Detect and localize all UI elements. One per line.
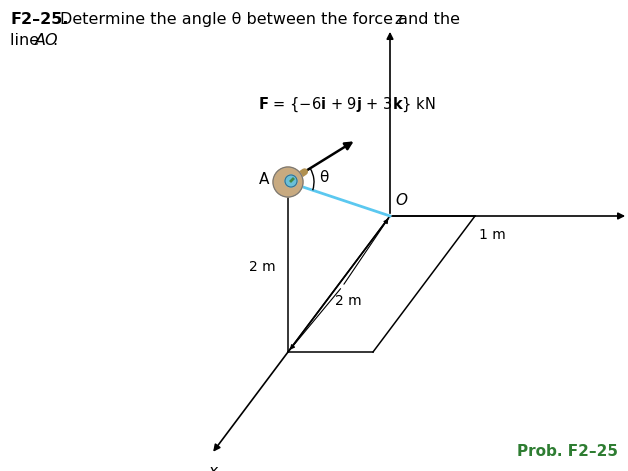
Text: 1 m: 1 m [479,228,506,242]
Circle shape [285,175,297,187]
Text: .: . [52,33,57,48]
Text: θ: θ [319,171,328,185]
Text: F2–25.: F2–25. [10,12,68,27]
Text: 2 m: 2 m [249,260,276,274]
Text: x: x [208,464,217,471]
Circle shape [273,167,303,197]
Text: 2 m: 2 m [335,294,362,309]
Text: z: z [394,12,402,27]
Text: Determine the angle θ between the force and the: Determine the angle θ between the force … [60,12,460,27]
Text: Prob. F2–25: Prob. F2–25 [517,444,618,459]
Text: AO: AO [35,33,58,48]
Text: A: A [259,172,269,187]
Text: $\mathbf{F}$ = {$-$6$\mathbf{i}$ + 9$\mathbf{j}$ + 3$\mathbf{k}$} kN: $\mathbf{F}$ = {$-$6$\mathbf{i}$ + 9$\ma… [258,96,436,114]
Text: line: line [10,33,45,48]
Text: O: O [395,193,407,208]
